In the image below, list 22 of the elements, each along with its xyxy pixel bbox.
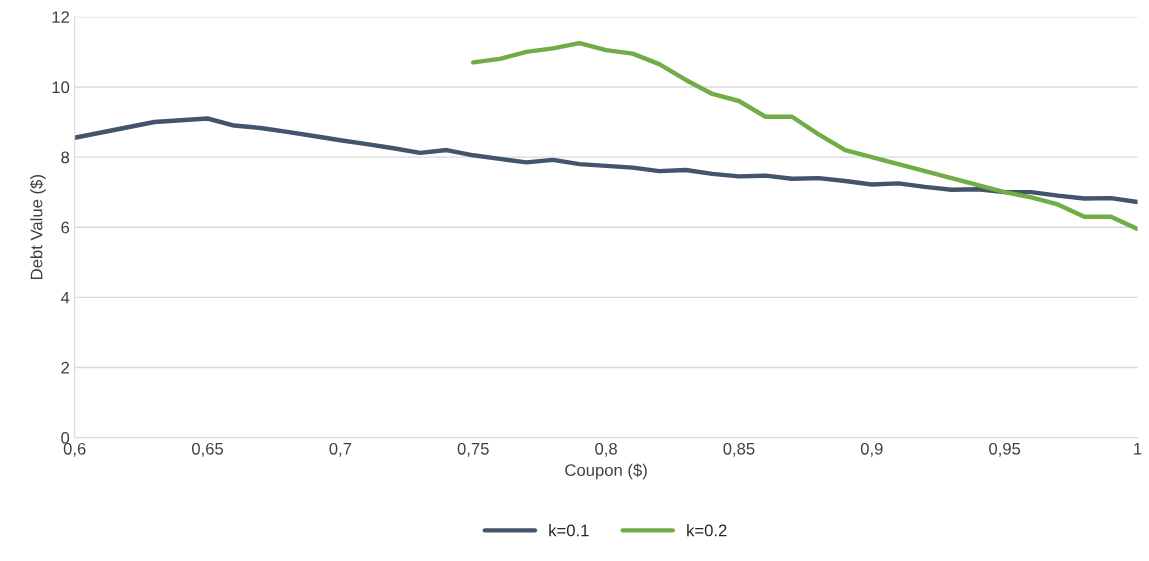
legend-label: k=0.2: [687, 524, 727, 537]
x-tick-label: 0,75: [457, 442, 489, 457]
y-tick-label: 12: [52, 11, 69, 23]
y-axis-title: Debt Value ($): [29, 175, 46, 279]
y-tick-label: 6: [61, 221, 70, 234]
x-tick-label: 0,7: [329, 442, 352, 457]
y-tick-label: 4: [60, 291, 70, 304]
x-tick-label: 1: [1134, 443, 1142, 455]
x-tick-label: 0,95: [989, 442, 1021, 457]
line-series: [74, 116, 1138, 205]
y-tick-label: 0: [61, 431, 70, 444]
x-axis-title: Coupon ($): [565, 463, 647, 480]
x-tick-label: 0,65: [191, 442, 224, 457]
legend-label: k=0.1: [549, 524, 589, 537]
x-tick-label: 0,8: [595, 442, 617, 457]
y-tick-label: 10: [52, 81, 70, 94]
x-tick-label: 0,6: [63, 442, 86, 457]
line-series: [471, 40, 1138, 232]
x-tick-label: 0,9: [860, 442, 883, 457]
y-tick-label: 8: [61, 151, 70, 164]
x-tick-label: 0,85: [723, 442, 755, 457]
y-tick-label: 2: [61, 361, 69, 374]
